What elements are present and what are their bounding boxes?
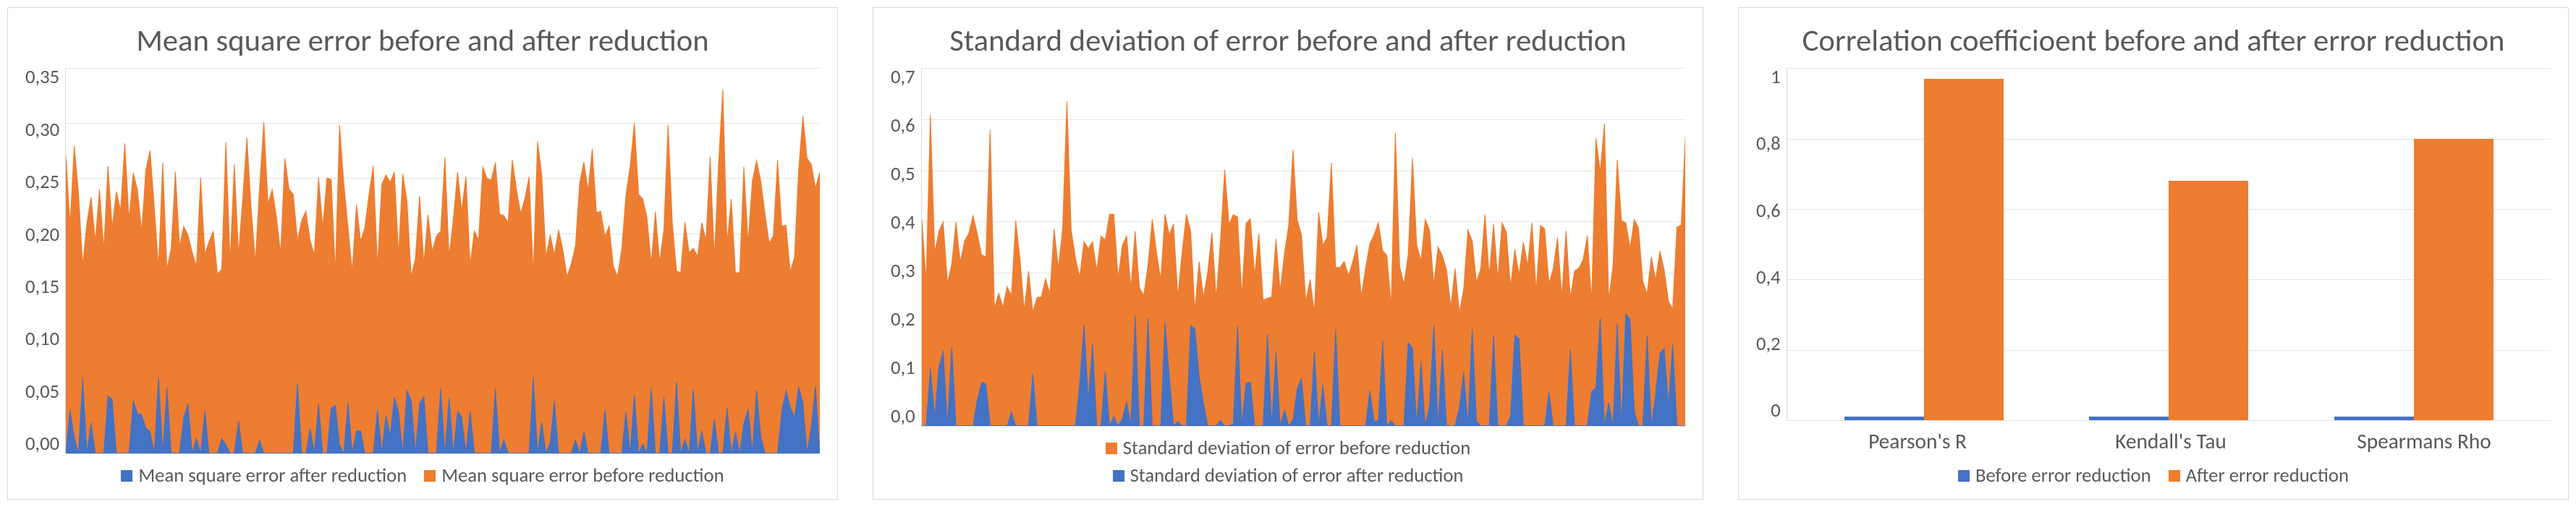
y-tick-label: 0,3: [891, 262, 915, 281]
bar: [2334, 417, 2414, 420]
chart1-series-svg: [66, 68, 820, 453]
bar-group: [2334, 68, 2494, 420]
chart3-legend: Before error reduction After error reduct…: [1756, 464, 2551, 487]
chart3-x-categories: Pearson's RKendall's TauSpearmans Rho: [1756, 428, 2551, 454]
chart1-plot: [65, 68, 820, 454]
x-category-label: Pearson's R: [1791, 428, 2044, 454]
chart3-y-axis: 1 0,8 0,6 0,4 0,2 0: [1756, 68, 1787, 421]
legend-item: Mean square error before reduction: [424, 464, 724, 487]
chart2-title: Standard deviation of error before and a…: [891, 22, 1685, 59]
x-category-label: Spearmans Rho: [2297, 428, 2551, 454]
y-tick-label: 0,35: [25, 68, 59, 88]
x-category-label: Kendall's Tau: [2044, 428, 2297, 454]
y-tick-label: 0,25: [25, 173, 59, 192]
y-tick-label: 0: [1756, 401, 1781, 421]
bar: [1924, 79, 2004, 420]
bar-group: [1844, 68, 2004, 420]
chart2-legend: Standard deviation of error before reduc…: [891, 437, 1685, 487]
y-tick-label: 0,7: [891, 68, 915, 88]
legend-label: Before error reduction: [1975, 464, 2151, 487]
chart2-y-axis: 0,7 0,6 0,5 0,4 0,3 0,2 0,1 0,0: [891, 68, 921, 427]
legend-swatch: [121, 470, 132, 482]
legend-swatch: [1106, 443, 1117, 454]
legend-label: After error reduction: [2186, 464, 2349, 487]
bar-group: [2089, 68, 2248, 420]
chart3-bar-plot: [1787, 68, 2551, 421]
chart1-title: Mean square error before and after reduc…: [25, 22, 820, 59]
chart1-plot-area: 0,35 0,30 0,25 0,20 0,15 0,10 0,05 0,00: [25, 68, 820, 454]
legend-label: Mean square error after reduction: [138, 464, 407, 487]
y-tick-label: 0,1: [891, 359, 915, 378]
y-tick-label: 0,00: [25, 435, 59, 454]
chart2-series-svg: [922, 68, 1685, 426]
chart1-y-axis: 0,35 0,30 0,25 0,20 0,15 0,10 0,05 0,00: [25, 68, 65, 454]
bar: [2089, 417, 2169, 420]
y-tick-label: 0,4: [891, 213, 915, 233]
gridline: [66, 453, 820, 454]
y-tick-label: 0,5: [891, 165, 915, 184]
panel-std: Standard deviation of error before and a…: [873, 7, 1703, 500]
chart2-plot-area: 0,7 0,6 0,5 0,4 0,3 0,2 0,1 0,0: [891, 68, 1685, 427]
gridline: [1787, 420, 2551, 421]
legend-item: Before error reduction: [1958, 464, 2151, 487]
y-tick-label: 0,0: [891, 407, 915, 427]
series-orange: [66, 90, 820, 453]
y-tick-label: 0,4: [1756, 268, 1781, 288]
chart3-plot-area: 1 0,8 0,6 0,4 0,2 0: [1756, 68, 2551, 421]
legend-swatch: [1113, 470, 1124, 482]
y-tick-label: 0,30: [25, 121, 59, 140]
y-tick-label: 0,20: [25, 226, 59, 245]
y-tick-label: 0,2: [891, 310, 915, 330]
y-tick-label: 1: [1756, 68, 1781, 88]
legend-swatch: [1958, 470, 1970, 482]
y-tick-label: 0,05: [25, 383, 59, 402]
legend-label: Standard deviation of error before reduc…: [1123, 437, 1470, 460]
chart1-legend: Mean square error after reduction Mean sq…: [25, 464, 820, 487]
y-tick-label: 0,10: [25, 330, 59, 349]
chart2-plot: [921, 68, 1685, 427]
y-tick-label: 0,6: [891, 116, 915, 136]
chart3-title: Correlation coefficioent before and afte…: [1756, 22, 2551, 59]
panel-corr: Correlation coefficioent before and afte…: [1738, 7, 2569, 500]
panel-mse: Mean square error before and after reduc…: [7, 7, 838, 500]
legend-swatch: [424, 470, 436, 482]
legend-label: Standard deviation of error after reduct…: [1130, 464, 1464, 487]
gridline: [922, 426, 1685, 427]
legend-swatch: [2169, 470, 2180, 482]
y-tick-label: 0,2: [1756, 335, 1781, 354]
legend-item: Standard deviation of error after reduct…: [1113, 464, 1464, 487]
legend-item: Mean square error after reduction: [121, 464, 407, 487]
bar: [2414, 139, 2494, 420]
y-tick-label: 0,15: [25, 278, 59, 297]
bar: [2169, 181, 2248, 420]
y-tick-label: 0,8: [1756, 135, 1781, 154]
bar: [1844, 417, 1924, 420]
legend-item: After error reduction: [2169, 464, 2349, 487]
y-tick-label: 0,6: [1756, 202, 1781, 221]
legend-label: Mean square error before reduction: [441, 464, 724, 487]
legend-item: Standard deviation of error before reduc…: [1106, 437, 1470, 460]
